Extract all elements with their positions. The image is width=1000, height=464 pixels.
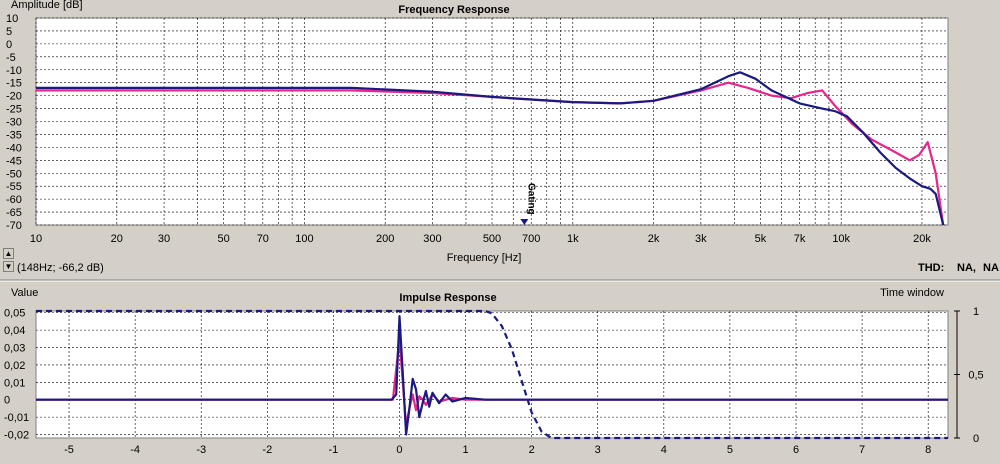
frequency-x-tick-label: 20 bbox=[111, 233, 123, 245]
frequency-x-tick-label: 700 bbox=[522, 233, 540, 245]
frequency-y-ticks: 1050-5-10-15-20-25-30-35-40-45-50-55-60-… bbox=[6, 13, 22, 232]
impulse-chart-title: Impulse Response bbox=[399, 292, 496, 304]
frequency-y-tick-label: -35 bbox=[6, 129, 22, 141]
impulse-x-ticks: -5 -4 -3 -2 -1 0 1 2 3 4 5 6 7 8 bbox=[64, 444, 931, 456]
impulse-response-panel: 0,050,040,030,020,010-0,01-0,02 10,50 -5… bbox=[4, 287, 984, 456]
frequency-x-tick-label: 2k bbox=[648, 233, 660, 245]
frequency-response-panel: 1050-5-10-15-20-25-30-35-40-45-50-55-60-… bbox=[6, 0, 999, 274]
frequency-y-tick-label: -60 bbox=[6, 194, 22, 206]
frequency-x-tick-label: 7k bbox=[794, 233, 806, 245]
time-window-tick-label: 1 bbox=[973, 306, 979, 318]
impulse-y-tick-label: 0,03 bbox=[4, 343, 25, 355]
time-window-tick-label: 0 bbox=[973, 433, 979, 445]
impulse-y-ticks: 0,05 0,04 0,03 0,02 0,01 0 -0,01 -0,02 bbox=[4, 308, 29, 442]
frequency-x-tick-label: 5k bbox=[755, 233, 767, 245]
amplitude-axis-label: Amplitude [dB] bbox=[11, 0, 83, 11]
impulse-y-tick-label: 0,04 bbox=[4, 325, 25, 337]
frequency-series bbox=[36, 71, 945, 226]
impulse-x-tick-label: -5 bbox=[64, 444, 74, 456]
frequency-y-tick-label: -40 bbox=[6, 142, 22, 154]
frequency-y-tick-label: -5 bbox=[6, 52, 16, 64]
impulse-y-tick-label: 0,01 bbox=[4, 377, 25, 389]
impulse-x-tick-label: 1 bbox=[463, 444, 469, 456]
cursor-up-button[interactable]: ▲ bbox=[3, 248, 14, 259]
frequency-y-tick-label: 0 bbox=[6, 39, 12, 51]
thd-value-pink: NA bbox=[983, 262, 999, 274]
frequency-y-tick-label: -20 bbox=[6, 91, 22, 103]
impulse-x-tick-label: 3 bbox=[595, 444, 601, 456]
impulse-x-tick-label: 5 bbox=[727, 444, 733, 456]
impulse-y-tick-label: -0,02 bbox=[4, 430, 29, 442]
frequency-x-tick-label: 30 bbox=[158, 233, 170, 245]
frequency-y-tick-label: -55 bbox=[6, 181, 22, 193]
frequency-x-tick-label: 200 bbox=[376, 233, 394, 245]
impulse-x-tick-label: 8 bbox=[925, 444, 931, 456]
frequency-x-tick-label: 3k bbox=[695, 233, 707, 245]
impulse-x-tick-label: 7 bbox=[859, 444, 865, 456]
frequency-x-tick-label: 500 bbox=[483, 233, 501, 245]
time-window-axis-label: Time window bbox=[880, 287, 944, 299]
impulse-series-navy-line bbox=[36, 315, 948, 436]
cursor-readout: (148Hz; -66,2 dB) bbox=[17, 262, 104, 274]
frequency-series-navy-line bbox=[36, 71, 945, 226]
frequency-y-tick-label: -45 bbox=[6, 155, 22, 167]
thd-label: THD: bbox=[918, 262, 944, 274]
thd-value-navy: NA, bbox=[957, 262, 976, 274]
frequency-x-tick-label: 10 bbox=[30, 233, 42, 245]
gating-marker-arrow bbox=[520, 219, 529, 225]
frequency-x-tick-label: 1k bbox=[567, 233, 579, 245]
impulse-x-tick-label: 6 bbox=[793, 444, 799, 456]
gating-marker[interactable]: Gating bbox=[520, 183, 536, 225]
impulse-x-tick-label: -4 bbox=[130, 444, 140, 456]
impulse-y-tick-label: -0,01 bbox=[4, 412, 29, 424]
value-axis-label: Value bbox=[11, 287, 38, 299]
impulse-y-tick-label: 0,05 bbox=[4, 308, 25, 320]
frequency-y-tick-label: -70 bbox=[6, 220, 22, 232]
impulse-x-tick-label: -1 bbox=[329, 444, 339, 456]
frequency-x-tick-label: 50 bbox=[217, 233, 229, 245]
impulse-x-tick-label: -2 bbox=[262, 444, 272, 456]
frequency-x-tick-label: 100 bbox=[295, 233, 313, 245]
frequency-chart-title: Frequency Response bbox=[398, 4, 509, 16]
frequency-y-tick-label: -15 bbox=[6, 78, 22, 90]
time-window-line bbox=[36, 309, 948, 440]
impulse-x-tick-label: 4 bbox=[661, 444, 667, 456]
frequency-x-tick-label: 20k bbox=[913, 233, 931, 245]
frequency-y-tick-label: -10 bbox=[6, 65, 22, 77]
frequency-y-tick-label: -25 bbox=[6, 104, 22, 116]
frequency-x-ticks: 10 20 30 50 70 100 200 300 500 700 1k 2k 3k 5k 7k 10k 20… bbox=[30, 233, 931, 245]
impulse-series bbox=[36, 309, 948, 440]
gating-marker-label: Gating bbox=[525, 183, 536, 215]
frequency-x-tick-label: 70 bbox=[257, 233, 269, 245]
impulse-y-tick-label: 0 bbox=[4, 395, 10, 407]
cursor-down-button[interactable]: ▼ bbox=[3, 261, 14, 272]
frequency-x-tick-label: 10k bbox=[832, 233, 850, 245]
frequency-x-tick-label: 300 bbox=[423, 233, 441, 245]
impulse-x-tick-label: 2 bbox=[529, 444, 535, 456]
impulse-x-tick-label: 0 bbox=[396, 444, 402, 456]
frequency-y-tick-label: 10 bbox=[6, 13, 18, 25]
impulse-y-tick-label: 0,02 bbox=[4, 360, 25, 372]
time-window-ticks: 10,50 bbox=[954, 306, 984, 445]
frequency-y-tick-label: -50 bbox=[6, 168, 22, 180]
frequency-axis-label: Frequency [Hz] bbox=[447, 252, 522, 264]
frequency-grid bbox=[35, 17, 948, 226]
frequency-y-tick-label: 5 bbox=[6, 26, 12, 38]
time-window-tick-label: 0,5 bbox=[968, 370, 983, 382]
frequency-y-tick-label: -30 bbox=[6, 117, 22, 129]
frequency-y-tick-label: -65 bbox=[6, 207, 22, 219]
impulse-x-tick-label: -3 bbox=[196, 444, 206, 456]
